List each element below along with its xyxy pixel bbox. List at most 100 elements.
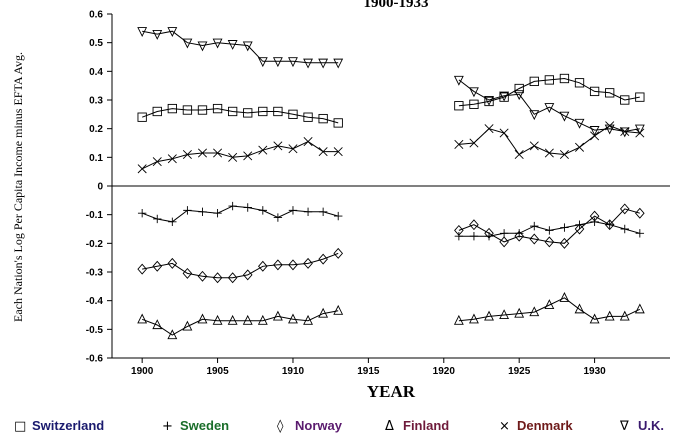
point-marker [152, 106, 162, 117]
series-u-k [137, 27, 645, 138]
point-marker [258, 260, 268, 272]
point-marker [258, 206, 268, 215]
point-marker [619, 127, 630, 138]
point-marker [529, 233, 540, 245]
legend-label: U.K. [638, 418, 664, 433]
point-marker [559, 291, 570, 302]
point-marker [604, 219, 615, 231]
point-marker [469, 99, 479, 109]
legend-label: Sweden [180, 418, 229, 433]
series-line [458, 208, 640, 244]
point-marker [182, 320, 193, 331]
point-marker [514, 90, 525, 101]
y-tick-label: -0.3 [86, 268, 104, 279]
point-marker [227, 314, 238, 325]
point-marker [137, 313, 148, 324]
point-marker [559, 237, 570, 249]
point-marker [197, 148, 208, 158]
series-line [458, 77, 640, 107]
point-marker [620, 224, 629, 234]
series-denmark [137, 121, 645, 174]
point-marker [167, 103, 177, 114]
point-marker [469, 138, 479, 148]
x-tick-label: 1930 [583, 366, 606, 377]
x-axis-label: YEAR [367, 382, 416, 401]
point-marker [574, 142, 585, 152]
point-marker [589, 313, 600, 324]
legend: □ Switzerland + Sweden ◊ Norway Δ Finland × Denma… [14, 418, 664, 434]
point-marker [288, 259, 298, 271]
legend-symbol: × [499, 419, 510, 434]
point-marker [243, 203, 252, 212]
point-marker [514, 307, 525, 318]
legend-label: Denmark [517, 418, 573, 433]
point-marker [167, 154, 177, 164]
point-marker [634, 303, 645, 314]
point-marker [243, 108, 253, 118]
series-norway [137, 203, 645, 284]
series-line [142, 108, 339, 124]
y-tick-label: -0.4 [86, 296, 104, 307]
point-marker [635, 92, 645, 102]
point-marker [137, 263, 147, 275]
point-marker [152, 260, 163, 272]
point-marker [167, 329, 178, 340]
point-marker [574, 223, 585, 235]
legend-label: Switzerland [32, 418, 104, 433]
point-marker [273, 213, 283, 222]
point-marker [242, 41, 253, 52]
point-marker [257, 314, 268, 325]
axes: 0.6 0.5 0.4 0.3 0.2 0.1 0 -0.1 -0.2 -0.3 -0.4 -0.5 -… [86, 10, 670, 377]
point-marker [514, 230, 524, 242]
point-marker [227, 272, 238, 284]
point-marker [635, 229, 645, 238]
point-marker [168, 217, 177, 227]
legend-symbol: Δ [385, 419, 394, 434]
point-marker [484, 95, 494, 106]
point-marker [499, 91, 510, 102]
point-marker [288, 57, 298, 68]
point-marker [514, 149, 524, 159]
point-marker [242, 269, 253, 281]
point-marker [529, 141, 539, 151]
chart-title: 1900-1933 [364, 0, 429, 11]
legend-symbol: + [162, 419, 173, 434]
point-marker [589, 126, 600, 136]
point-marker [334, 211, 343, 221]
y-tick-label: 0.6 [89, 10, 103, 21]
point-marker [153, 214, 162, 224]
point-marker [333, 118, 343, 128]
point-marker [469, 313, 479, 324]
point-marker [212, 314, 223, 325]
point-marker [545, 226, 554, 235]
point-marker [544, 299, 555, 310]
point-marker [454, 224, 464, 236]
point-marker [137, 112, 147, 122]
point-marker [634, 124, 645, 135]
point-marker [272, 310, 283, 321]
y-tick-label: 0.1 [89, 153, 103, 164]
point-marker [242, 314, 253, 325]
y-tick-label: -0.5 [86, 325, 104, 336]
point-marker [213, 209, 222, 218]
point-marker [454, 139, 464, 149]
point-marker [273, 106, 283, 117]
x-tick-label: 1915 [357, 366, 380, 377]
point-marker [484, 124, 494, 134]
legend-symbol: ◊ [277, 419, 284, 434]
point-marker [560, 223, 569, 232]
point-marker [197, 105, 208, 115]
point-marker [243, 151, 253, 161]
point-marker [529, 306, 540, 317]
point-marker [620, 95, 630, 105]
point-marker [453, 314, 464, 325]
point-marker [559, 73, 570, 84]
point-marker [197, 270, 208, 282]
point-marker [182, 149, 192, 159]
point-marker [227, 106, 238, 117]
point-marker [288, 144, 298, 154]
point-marker [318, 58, 329, 69]
point-marker [152, 30, 163, 40]
point-marker [333, 247, 344, 259]
